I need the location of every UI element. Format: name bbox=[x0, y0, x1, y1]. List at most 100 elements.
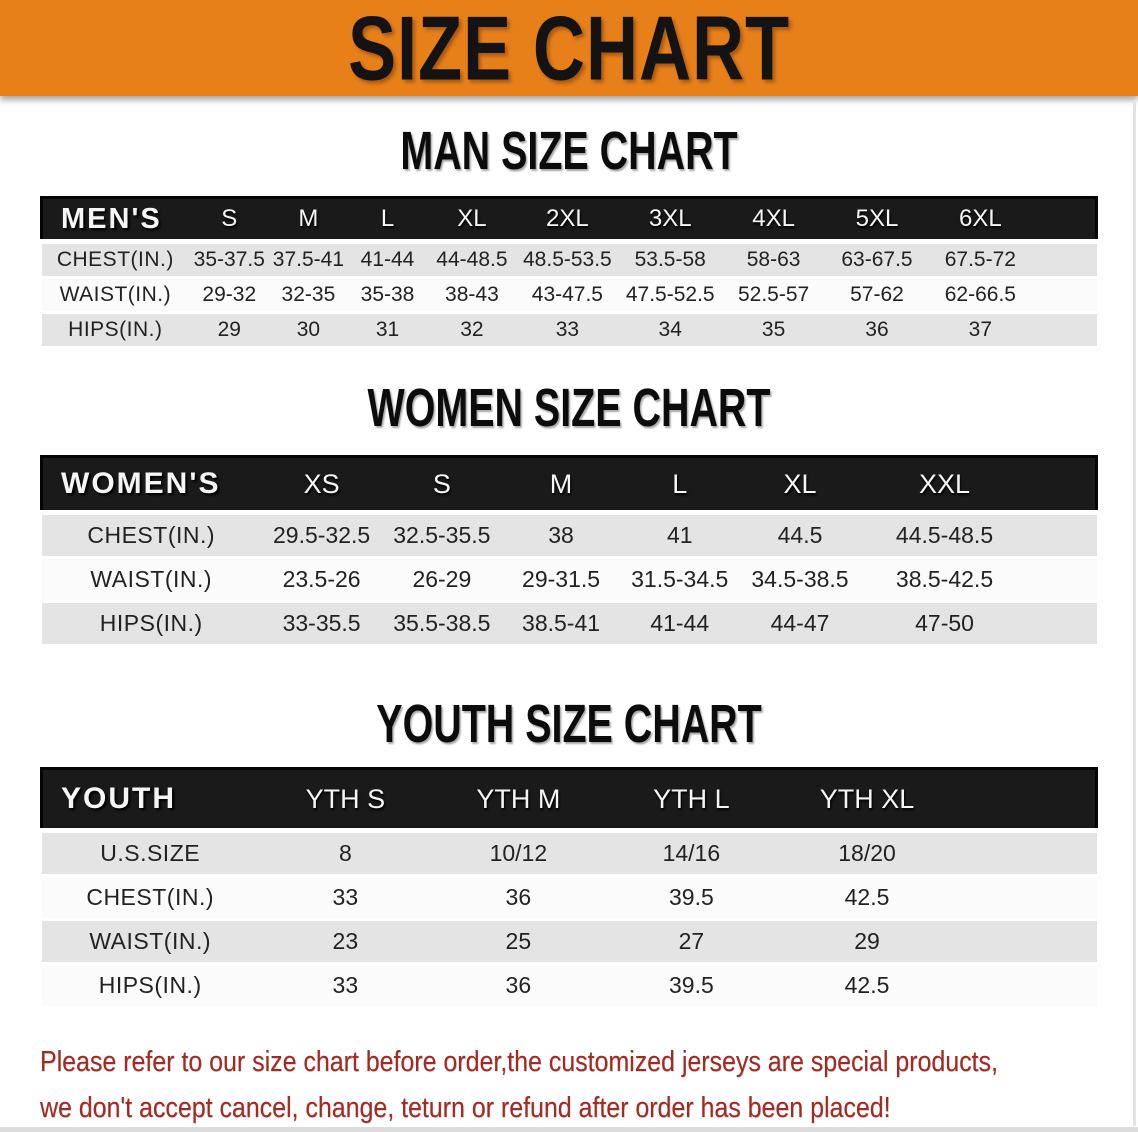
disclaimer-line-2: we don't accept cancel, change, teturn o… bbox=[40, 1092, 891, 1124]
measurement-value: 53.5-58 bbox=[618, 239, 722, 279]
measurement-value: 35.5-38.5 bbox=[382, 601, 502, 647]
measurement-value: 63-67.5 bbox=[825, 239, 929, 279]
measurement-value: 43-47.5 bbox=[516, 277, 619, 314]
youth-size-table: YOUTH YTH S YTH M YTH L YTH XL U.S.SIZE 8 10/… bbox=[39, 767, 1099, 1009]
size-column-header: XS bbox=[260, 455, 383, 514]
table-row: HIPS(IN.) 29 30 31 32 33 34 35 36 37 bbox=[41, 312, 1097, 349]
table-row: CHEST(IN.) 29.5-32.5 32.5-35.5 38 41 44.5 44.5… bbox=[41, 510, 1097, 559]
measurement-value: 36 bbox=[431, 963, 605, 1009]
measurement-value: 34 bbox=[618, 312, 722, 349]
measurement-value: 34.5-38.5 bbox=[738, 557, 862, 603]
measurement-row-label: CHEST(IN.) bbox=[41, 510, 261, 559]
measurement-row-label: HIPS(IN.) bbox=[41, 601, 261, 647]
measurement-value: 39.5 bbox=[604, 963, 778, 1009]
size-column-header: XL bbox=[427, 196, 517, 243]
measurement-value: 44.5-48.5 bbox=[861, 510, 1028, 559]
men-size-table: MEN'S S M L XL 2XL 3XL 4XL 5XL 6XL CHEST(IN.) 35-… bbox=[40, 196, 1099, 349]
measurement-value: 41 bbox=[620, 510, 739, 559]
row-spacer bbox=[1027, 557, 1097, 603]
size-column-header: YTH M bbox=[431, 767, 605, 832]
row-spacer bbox=[1032, 277, 1097, 314]
women-header-row: WOMEN'S XS S M L XL XXL bbox=[39, 455, 1098, 514]
table-row: WAIST(IN.) 23.5-26 26-29 29-31.5 31.5-34.5 34… bbox=[41, 557, 1097, 603]
measurement-value: 44.5 bbox=[738, 510, 862, 559]
size-chart-banner: SIZE CHART bbox=[0, 0, 1138, 98]
header-spacer bbox=[956, 767, 1099, 832]
measurement-value: 42.5 bbox=[777, 963, 957, 1009]
size-column-header: S bbox=[189, 196, 270, 243]
measurement-value: 36 bbox=[431, 875, 605, 921]
measurement-value: 29.5-32.5 bbox=[260, 510, 383, 559]
measurement-row-label: U.S.SIZE bbox=[41, 828, 259, 877]
measurement-value: 27 bbox=[604, 919, 778, 965]
measurement-row-label: CHEST(IN.) bbox=[41, 875, 259, 921]
measurement-value: 35-37.5 bbox=[189, 239, 270, 279]
measurement-value: 33 bbox=[258, 963, 432, 1009]
measurement-value: 38.5-42.5 bbox=[861, 557, 1028, 603]
row-spacer bbox=[1032, 312, 1097, 349]
measurement-value: 48.5-53.5 bbox=[516, 239, 619, 279]
table-row: WAIST(IN.) 23 25 27 29 bbox=[41, 919, 1097, 965]
measurement-value: 38 bbox=[501, 510, 621, 559]
right-edge-line bbox=[1133, 100, 1136, 1126]
disclaimer-line-1: Please refer to our size chart before or… bbox=[40, 1046, 998, 1078]
size-column-header: L bbox=[347, 196, 428, 243]
measurement-value: 35 bbox=[721, 312, 826, 349]
row-spacer bbox=[1027, 510, 1097, 559]
measurement-value: 42.5 bbox=[777, 875, 957, 921]
measurement-value: 44-48.5 bbox=[427, 239, 517, 279]
measurement-row-label: CHEST(IN.) bbox=[41, 239, 190, 279]
order-disclaimer: Please refer to our size chart before or… bbox=[40, 1039, 1138, 1131]
measurement-value: 52.5-57 bbox=[721, 277, 826, 314]
measurement-value: 14/16 bbox=[604, 828, 778, 877]
measurement-value: 44-47 bbox=[738, 601, 862, 647]
measurement-value: 29 bbox=[189, 312, 270, 349]
row-spacer bbox=[956, 963, 1097, 1009]
size-column-header: YTH XL bbox=[777, 767, 957, 832]
row-spacer bbox=[1027, 601, 1097, 647]
section-heading-women: WOMEN SIZE CHART bbox=[0, 381, 1138, 435]
measurement-value: 37.5-41 bbox=[269, 239, 348, 279]
size-column-header: M bbox=[269, 196, 348, 243]
measurement-value: 35-38 bbox=[347, 277, 428, 314]
measurement-value: 23 bbox=[258, 919, 432, 965]
size-column-header: M bbox=[501, 455, 621, 514]
measurement-value: 29-31.5 bbox=[501, 557, 621, 603]
measurement-value: 38.5-41 bbox=[501, 601, 621, 647]
table-row: HIPS(IN.) 33-35.5 35.5-38.5 38.5-41 41-44 44-… bbox=[41, 601, 1097, 647]
bottom-edge-line bbox=[0, 1127, 1138, 1132]
size-column-header: 6XL bbox=[928, 196, 1033, 243]
size-column-header: 4XL bbox=[721, 196, 826, 243]
measurement-value: 58-63 bbox=[721, 239, 826, 279]
youth-header-row: YOUTH YTH S YTH M YTH L YTH XL bbox=[39, 767, 1099, 832]
measurement-value: 67.5-72 bbox=[928, 239, 1033, 279]
measurement-value: 32-35 bbox=[269, 277, 348, 314]
measurement-value: 41-44 bbox=[347, 239, 428, 279]
measurement-row-label: WAIST(IN.) bbox=[41, 919, 259, 965]
size-column-header: XXL bbox=[861, 455, 1028, 514]
size-column-header: 5XL bbox=[825, 196, 929, 243]
row-spacer bbox=[956, 828, 1097, 877]
measurement-value: 33 bbox=[516, 312, 619, 349]
measurement-value: 32 bbox=[427, 312, 517, 349]
measurement-value: 57-62 bbox=[825, 277, 929, 314]
measurement-row-label: HIPS(IN.) bbox=[41, 312, 190, 349]
section-heading-men-text: MAN SIZE CHART bbox=[400, 121, 738, 181]
measurement-value: 30 bbox=[269, 312, 348, 349]
measurement-value: 37 bbox=[928, 312, 1033, 349]
measurement-row-label: WAIST(IN.) bbox=[41, 557, 261, 603]
table-row: CHEST(IN.) 33 36 39.5 42.5 bbox=[41, 875, 1097, 921]
size-column-header: 2XL bbox=[516, 196, 619, 243]
measurement-value: 47-50 bbox=[861, 601, 1028, 647]
measurement-value: 47.5-52.5 bbox=[618, 277, 722, 314]
measurement-row-label: HIPS(IN.) bbox=[41, 963, 259, 1009]
row-spacer bbox=[1032, 239, 1097, 279]
section-heading-men: MAN SIZE CHART bbox=[0, 124, 1138, 178]
men-corner-label: MEN'S bbox=[40, 196, 190, 243]
table-row: HIPS(IN.) 33 36 39.5 42.5 bbox=[41, 963, 1097, 1009]
youth-corner-label: YOUTH bbox=[39, 767, 259, 832]
header-spacer bbox=[1032, 196, 1099, 243]
measurement-value: 62-66.5 bbox=[928, 277, 1033, 314]
measurement-value: 26-29 bbox=[382, 557, 502, 603]
banner-title: SIZE CHART bbox=[347, 0, 791, 99]
